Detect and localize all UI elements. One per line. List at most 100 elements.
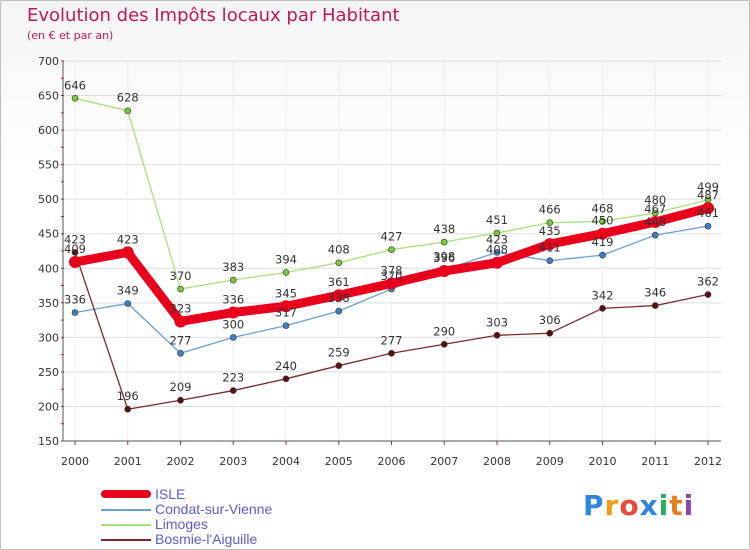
data-point — [229, 276, 237, 284]
data-label: 361 — [328, 275, 350, 289]
data-label: 259 — [328, 346, 350, 360]
y-tick-label: 250 — [38, 366, 59, 379]
data-point — [438, 265, 451, 278]
data-label: 466 — [539, 203, 561, 217]
data-point — [596, 227, 609, 240]
logo-letter: i — [658, 489, 670, 522]
legend: ISLE Condat-sur-Vienne Limoges Bosmie-l'… — [101, 486, 361, 547]
data-point — [651, 302, 659, 309]
data-point — [388, 246, 395, 253]
x-tick-label: 2011 — [641, 455, 669, 468]
y-tick-label: 500 — [38, 193, 59, 206]
data-point — [649, 215, 662, 228]
data-point — [174, 315, 187, 328]
data-label: 277 — [170, 333, 192, 347]
logo-letter: t — [669, 489, 684, 522]
legend-label-bosmie: Bosmie-l'Aiguille — [155, 531, 258, 547]
data-point — [229, 387, 237, 394]
y-tick-label: 650 — [38, 90, 59, 103]
data-point — [71, 95, 79, 102]
legend-swatch-condat — [101, 509, 151, 511]
data-label: 336 — [64, 292, 86, 306]
data-label: 423 — [486, 232, 508, 246]
x-tick-label: 2009 — [536, 455, 564, 468]
logo-letter: P — [583, 489, 605, 522]
chart-title: Evolution des Impôts locaux par Habitant — [27, 5, 400, 26]
data-point — [385, 277, 398, 290]
data-label: 300 — [222, 317, 244, 331]
data-label: 423 — [64, 232, 86, 246]
data-label: 362 — [697, 275, 719, 289]
data-label: 306 — [539, 313, 561, 327]
data-point — [227, 306, 240, 319]
data-point — [651, 231, 659, 239]
chart-subtitle: (en € et par an) — [27, 29, 114, 42]
proxiti-logo: Proxiti — [583, 489, 694, 522]
x-tick-label: 2005 — [325, 455, 353, 468]
y-tick-label: 350 — [38, 297, 59, 310]
data-point — [599, 217, 606, 225]
x-tick-label: 2006 — [378, 455, 406, 468]
legend-label-limoges: Limoges — [155, 516, 208, 532]
y-tick-label: 600 — [38, 124, 59, 137]
data-label: 419 — [592, 235, 614, 249]
y-tick-label: 450 — [38, 228, 59, 241]
data-point — [599, 251, 606, 259]
data-point — [546, 219, 554, 226]
data-label: 378 — [381, 263, 403, 277]
data-label: 396 — [433, 251, 455, 265]
x-tick-label: 2003 — [219, 455, 247, 468]
data-label: 438 — [433, 222, 455, 236]
data-point — [335, 362, 343, 369]
x-tick-label: 2004 — [272, 455, 300, 468]
data-point — [546, 329, 554, 337]
x-tick-label: 2001 — [114, 455, 142, 468]
data-point — [124, 107, 132, 115]
data-label: 346 — [644, 286, 666, 300]
data-point — [599, 305, 606, 312]
logo-letter: o — [619, 489, 640, 522]
data-label: 290 — [433, 324, 455, 338]
data-label: 409 — [64, 242, 86, 256]
data-label: 383 — [222, 260, 244, 274]
x-tick-label: 2012 — [694, 455, 722, 468]
legend-label-condat: Condat-sur-Vienne — [155, 501, 273, 517]
data-label: 349 — [117, 284, 139, 298]
data-point — [124, 405, 132, 413]
data-point — [702, 202, 714, 215]
data-label: 323 — [170, 301, 192, 315]
x-tick-label: 2007 — [430, 455, 458, 468]
legend-swatch-bosmie — [101, 539, 151, 541]
data-point — [71, 309, 79, 316]
data-label: 240 — [275, 359, 297, 373]
logo-letter: r — [604, 489, 620, 522]
data-point — [282, 375, 290, 383]
legend-item-isle: ISLE — [101, 486, 361, 502]
data-point — [493, 331, 501, 339]
x-tick-label: 2002 — [167, 455, 195, 468]
data-label: 345 — [275, 286, 297, 300]
y-tick-label: 300 — [38, 331, 59, 344]
legend-swatch-limoges — [101, 524, 151, 526]
data-point — [493, 249, 501, 256]
data-label: 370 — [381, 269, 403, 283]
data-label: 394 — [275, 252, 297, 266]
data-point — [177, 396, 184, 404]
data-label: 370 — [170, 269, 192, 283]
data-label: 468 — [592, 201, 614, 215]
data-label: 499 — [697, 180, 719, 194]
data-point — [282, 269, 290, 276]
logo-letter: x — [639, 489, 659, 522]
data-point — [177, 349, 184, 357]
data-label: 487 — [697, 188, 719, 202]
data-label: 303 — [486, 315, 508, 329]
y-tick-label: 200 — [38, 400, 59, 413]
data-label: 450 — [592, 214, 614, 228]
data-label: 451 — [486, 213, 508, 227]
legend-swatch-isle — [101, 490, 151, 498]
data-point — [543, 238, 556, 251]
data-point — [440, 238, 448, 246]
data-point — [704, 222, 712, 230]
